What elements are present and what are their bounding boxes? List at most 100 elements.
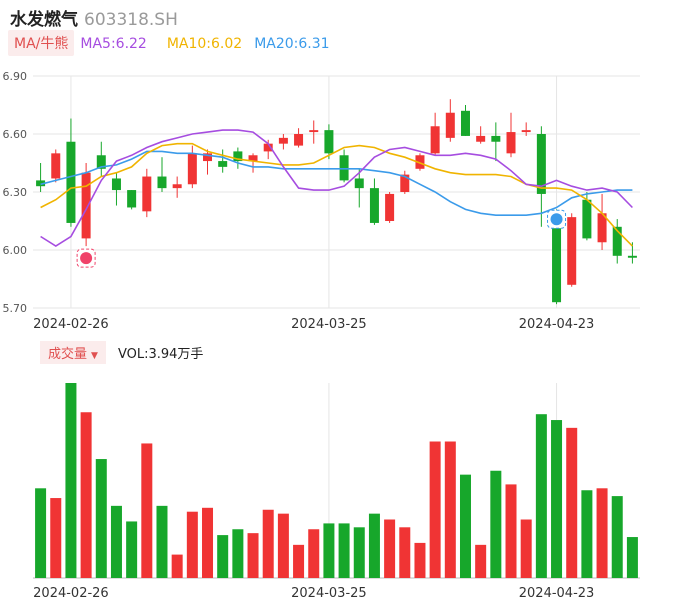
candle-body [506, 132, 516, 154]
volume-bar [95, 459, 107, 578]
x-tick-label: 2024-04-23 [519, 317, 595, 332]
ma20-value: MA20:6.31 [254, 36, 330, 52]
candle-body [400, 174, 410, 192]
ma10-value: MA10:6.02 [166, 36, 243, 52]
candle-body [415, 155, 425, 169]
ma-selector-button[interactable]: MA/牛熊 [8, 30, 75, 56]
candle-body [51, 153, 61, 179]
candle-body [278, 137, 288, 144]
candle-body [218, 161, 228, 167]
volume-bar [611, 496, 623, 578]
candle-body [36, 180, 46, 187]
volume-value: VOL:3.94万手 [117, 347, 204, 362]
candle-body [172, 184, 182, 189]
volume-bar [202, 507, 214, 578]
candle-body [445, 112, 455, 138]
candle-body [127, 190, 137, 208]
candle-body [157, 176, 167, 189]
volume-bar [65, 383, 77, 578]
volume-bar [566, 427, 578, 578]
y-tick-label: 6.30 [3, 186, 28, 199]
volume-bar [171, 554, 183, 578]
y-tick-label: 6.00 [3, 244, 28, 257]
candle-body [96, 155, 106, 169]
bull-marker-icon [80, 252, 93, 265]
volume-label: 成交量 [48, 347, 88, 362]
candle-body [142, 176, 152, 212]
candle-body [369, 188, 379, 223]
volume-legend: 成交量 ▼ VOL:3.94万手 [40, 341, 204, 364]
candle-body [294, 134, 304, 146]
volume-bar [596, 488, 608, 578]
x-tick-label: 2024-03-25 [291, 586, 367, 601]
volume-bar [414, 542, 426, 578]
volume-bar [50, 498, 62, 578]
candle-body [385, 193, 395, 221]
ma-legend: MA/牛熊 MA5:6.22 MA10:6.02 MA20:6.31 [8, 30, 330, 56]
y-tick-label: 6.90 [3, 70, 28, 83]
volume-bar [368, 513, 380, 578]
bear-marker-icon [550, 213, 563, 226]
ma20-line [40, 150, 633, 216]
candle-body [248, 155, 258, 162]
ma5-value: MA5:6.22 [80, 36, 147, 52]
stock-code: 603318.SH [84, 10, 178, 30]
caret-down-icon: ▼ [91, 351, 98, 361]
candle-body [187, 153, 197, 185]
candle-body [66, 141, 76, 223]
volume-bar [353, 527, 365, 578]
volume-indicator-selector[interactable]: 成交量 ▼ [40, 341, 106, 364]
volume-bar [475, 544, 487, 578]
candle-body [309, 130, 319, 133]
volume-bar [399, 527, 411, 578]
candle-body [460, 110, 470, 136]
stock-name: 水发燃气 [10, 10, 78, 30]
volume-bar [156, 505, 168, 578]
volume-bar [293, 544, 305, 578]
y-tick-label: 6.60 [3, 128, 28, 141]
volume-bar [338, 523, 350, 578]
candle-body [203, 153, 213, 162]
candle-body [263, 143, 273, 152]
candle-body [324, 130, 334, 154]
volume-bar [490, 470, 502, 578]
volume-bar [247, 533, 259, 578]
x-tick-label: 2024-04-23 [519, 586, 595, 601]
candle-body [233, 151, 243, 162]
x-tick-label: 2024-03-25 [291, 317, 367, 332]
volume-bar [141, 443, 153, 578]
candle-body [612, 226, 622, 256]
volume-bar [126, 521, 138, 578]
volume-bar [217, 535, 229, 578]
volume-bar [429, 441, 441, 578]
y-tick-label: 5.70 [3, 302, 28, 315]
volume-bar [535, 414, 547, 578]
volume-bar [520, 519, 532, 578]
volume-bar [262, 509, 274, 578]
candle-body [521, 130, 531, 133]
volume-bar [505, 484, 517, 578]
volume-bar [459, 474, 471, 578]
candle-body [567, 217, 577, 285]
volume-bar [35, 488, 47, 578]
volume-bar [80, 412, 92, 578]
candle-body [430, 126, 440, 154]
volume-bar [323, 523, 335, 578]
volume-bar [308, 529, 320, 578]
volume-bar [110, 505, 122, 578]
candle-body [339, 155, 349, 181]
volume-bar [186, 511, 198, 578]
candle-body [582, 199, 592, 239]
candle-body [476, 135, 486, 142]
candle-body [81, 172, 91, 239]
candle-body [627, 255, 637, 258]
stock-header: 水发燃气 603318.SH [10, 5, 178, 30]
volume-bar [551, 420, 563, 578]
x-tick-label: 2024-02-26 [33, 586, 109, 601]
candle-body [536, 134, 546, 194]
candle-body [354, 178, 364, 189]
volume-bar [581, 490, 593, 578]
candle-body [491, 135, 501, 142]
volume-bar [277, 513, 289, 578]
